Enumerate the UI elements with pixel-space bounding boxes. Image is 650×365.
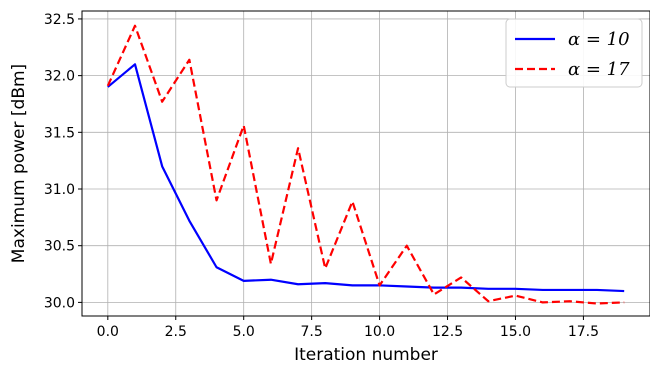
y-axis-ticks: 30.0 30.5 31.0 31.5 32.0 32.5 bbox=[44, 12, 82, 311]
x-tick-label: 2.5 bbox=[165, 324, 187, 340]
y-tick-label: 30.0 bbox=[44, 295, 75, 311]
x-tick-label: 12.5 bbox=[432, 324, 463, 340]
x-tick-label: 5.0 bbox=[233, 324, 255, 340]
legend-label-alpha-17: α = 17 bbox=[568, 59, 630, 80]
x-tick-label: 17.5 bbox=[568, 324, 599, 340]
x-axis-ticks: 0.0 2.5 5.0 7.5 10.0 12.5 15.0 17.5 bbox=[97, 316, 599, 340]
series-line-alpha-10 bbox=[108, 64, 624, 291]
y-tick-label: 32.5 bbox=[44, 12, 75, 28]
x-axis-label: Iteration number bbox=[294, 345, 438, 365]
legend-label-alpha-10: α = 10 bbox=[568, 29, 630, 50]
y-tick-label: 32.0 bbox=[44, 69, 75, 85]
y-tick-label: 30.5 bbox=[44, 239, 75, 255]
x-tick-label: 7.5 bbox=[301, 324, 323, 340]
y-tick-label: 31.0 bbox=[44, 182, 75, 198]
y-axis-label: Maximum power [dBm] bbox=[9, 64, 29, 263]
legend: α = 10 α = 17 bbox=[506, 19, 642, 87]
y-tick-label: 31.5 bbox=[44, 125, 75, 141]
x-tick-label: 10.0 bbox=[364, 324, 395, 340]
x-tick-label: 15.0 bbox=[500, 324, 531, 340]
x-tick-label: 0.0 bbox=[97, 324, 119, 340]
